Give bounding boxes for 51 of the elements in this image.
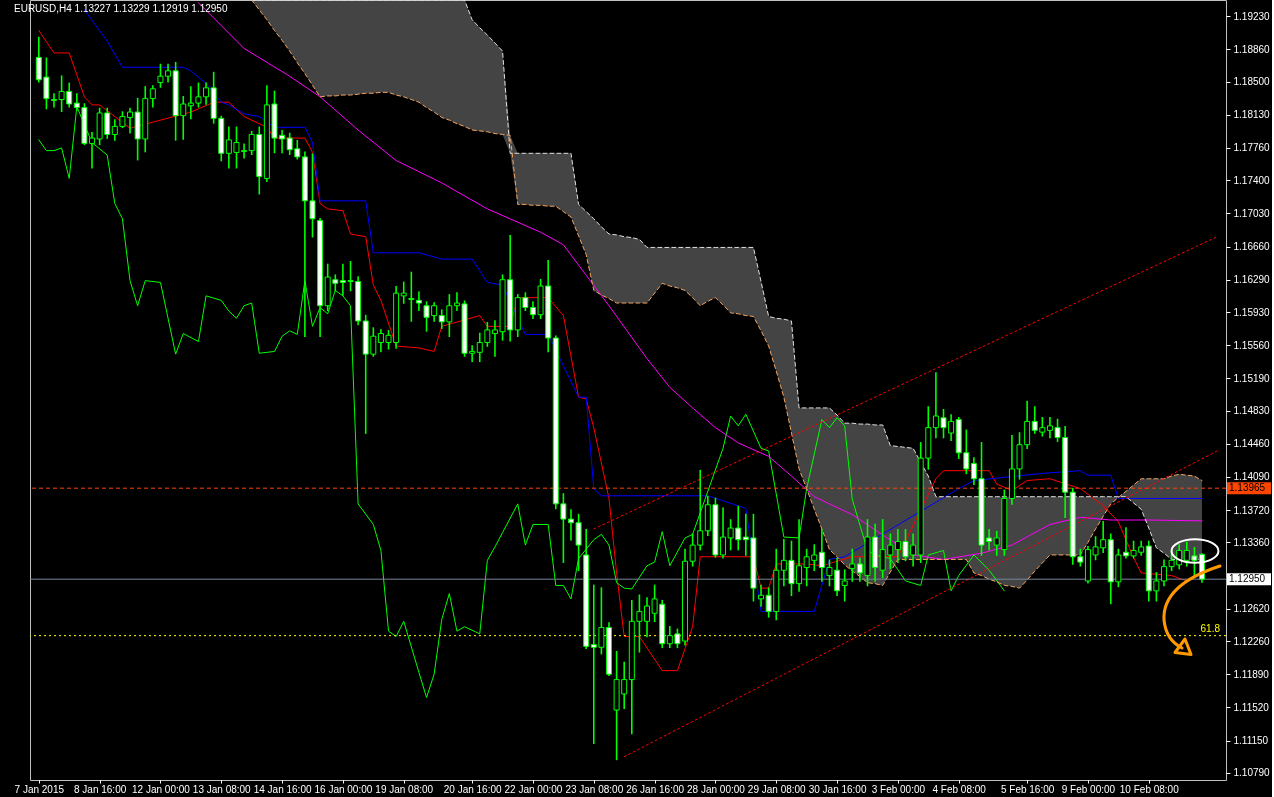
ref-line-label: 1.12950: [1229, 573, 1266, 585]
y-tick-label: 1.12620: [1233, 603, 1271, 615]
y-tick-label: 1.14090: [1233, 471, 1271, 483]
x-tick-label: 5 Feb 16:00: [1000, 783, 1055, 795]
candlestick: [841, 569, 848, 602]
x-tick-label: 14 Jan 16:00: [253, 783, 312, 795]
x-tick-label: 12 Jan 00:00: [132, 783, 191, 795]
x-tick-label: 30 Jan 16:00: [808, 783, 867, 795]
y-tick-label: 1.13360: [1233, 536, 1271, 548]
y-tick-label: 1.14830: [1233, 405, 1271, 417]
y-tick-label: 1.16660: [1233, 241, 1271, 253]
candlestick: [408, 271, 415, 322]
x-tick-label: 8 Jan 16:00: [73, 783, 127, 795]
x-tick-label: 13 Jan 08:00: [192, 783, 252, 795]
y-tick-label: 1.12260: [1233, 635, 1271, 647]
x-tick-label: 4 Feb 08:00: [932, 783, 987, 795]
candlestick: [400, 281, 407, 304]
y-tick-label: 1.17400: [1233, 174, 1271, 186]
candlestick: [149, 85, 156, 108]
y-tick-label: 1.11890: [1233, 668, 1270, 680]
y-tick-label: 1.17030: [1233, 207, 1271, 219]
y-tick-label: 1.16290: [1233, 274, 1271, 286]
x-tick-label: 9 Feb 00:00: [1061, 783, 1116, 795]
y-tick-label: 1.10790: [1233, 767, 1271, 779]
y-tick-label: 1.15190: [1233, 372, 1271, 384]
y-tick-label: 1.18130: [1233, 109, 1271, 121]
y-tick-label: 1.15930: [1233, 306, 1271, 318]
x-tick-label: 3 Feb 00:00: [871, 783, 926, 795]
y-tick-label: 1.17760: [1233, 142, 1271, 154]
candlestick: [849, 548, 856, 582]
candlestick: [415, 291, 422, 312]
x-tick-label: 16 Jan 00:00: [314, 783, 373, 795]
ref-line-label: 1.13965: [1229, 482, 1266, 494]
x-tick-label: 22 Jan 00:00: [504, 783, 563, 795]
x-tick-label: 26 Jan 16:00: [626, 783, 685, 795]
x-tick-label: 10 Feb 08:00: [1119, 783, 1180, 795]
y-tick-label: 1.13720: [1233, 504, 1271, 516]
y-tick-label: 1.11150: [1233, 735, 1269, 747]
x-tick-label: 19 Jan 08:00: [375, 783, 434, 795]
y-tick-label: 1.18860: [1233, 43, 1271, 55]
y-tick-label: 1.18500: [1233, 76, 1271, 88]
y-tick-label: 1.19230: [1233, 10, 1271, 22]
annotation: 61.8: [1200, 622, 1221, 634]
x-tick-label: 7 Jan 2015: [14, 783, 65, 795]
x-tick-label: 20 Jan 16:00: [443, 783, 502, 795]
x-tick-label: 28 Jan 00:00: [687, 783, 746, 795]
y-tick-label: 1.15560: [1233, 339, 1271, 351]
x-tick-label: 29 Jan 08:00: [747, 783, 807, 795]
y-tick-label: 1.11520: [1233, 701, 1270, 713]
y-tick-label: 1.14460: [1233, 438, 1271, 450]
x-tick-label: 23 Jan 08:00: [565, 783, 624, 795]
